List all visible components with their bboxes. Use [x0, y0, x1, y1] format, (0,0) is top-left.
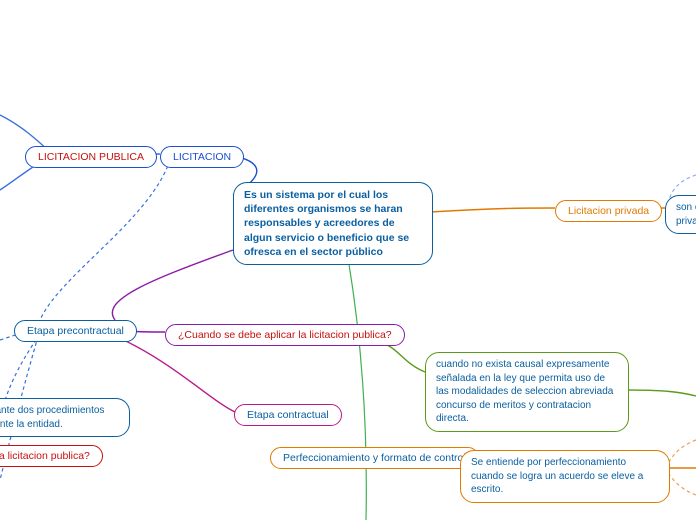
node-durante[interactable]: durante dos procedimientos ediante la en…: [0, 398, 130, 437]
label: Se entiende por perfeccionamiento cuando…: [471, 457, 643, 495]
label: ¿Cuando se debe aplicar la licitacion pu…: [178, 329, 392, 341]
node-central[interactable]: Es un sistema por el cual los diferentes…: [233, 182, 433, 265]
label: Etapa contractual: [247, 409, 329, 421]
label: Etapa precontractual: [27, 325, 124, 337]
node-convocadas[interactable]: son convocadas por e privada ajena al in…: [665, 195, 696, 234]
node-etapa-precontractual[interactable]: Etapa precontractual: [14, 320, 137, 342]
label: Perfeccionamiento y formato de control: [283, 452, 466, 464]
node-etapa-contractual[interactable]: Etapa contractual: [234, 404, 342, 426]
node-cuando-aplicar[interactable]: ¿Cuando se debe aplicar la licitacion pu…: [165, 324, 405, 346]
node-licitacion-privada[interactable]: Licitacion privada: [555, 200, 662, 222]
label: durante dos procedimientos ediante la en…: [0, 405, 104, 430]
node-licitacion[interactable]: LICITACION: [160, 146, 244, 168]
label: cuando no exista causal expresamente señ…: [436, 359, 613, 424]
label: na licitacion publica?: [0, 450, 90, 462]
node-se-entiende[interactable]: Se entiende por perfeccionamiento cuando…: [460, 450, 670, 503]
label: son convocadas por e privada ajena al in…: [676, 202, 696, 227]
label: LICITACION PUBLICA: [38, 151, 144, 163]
label: Licitacion privada: [568, 205, 649, 217]
node-perfeccionamiento[interactable]: Perfeccionamiento y formato de control: [270, 447, 479, 469]
label: LICITACION: [173, 151, 231, 163]
label: Es un sistema por el cual los diferentes…: [244, 189, 409, 258]
node-licitacion-publica[interactable]: LICITACION PUBLICA: [25, 146, 157, 168]
node-causal[interactable]: cuando no exista causal expresamente señ…: [425, 352, 629, 432]
node-una-licitacion[interactable]: na licitacion publica?: [0, 445, 103, 467]
